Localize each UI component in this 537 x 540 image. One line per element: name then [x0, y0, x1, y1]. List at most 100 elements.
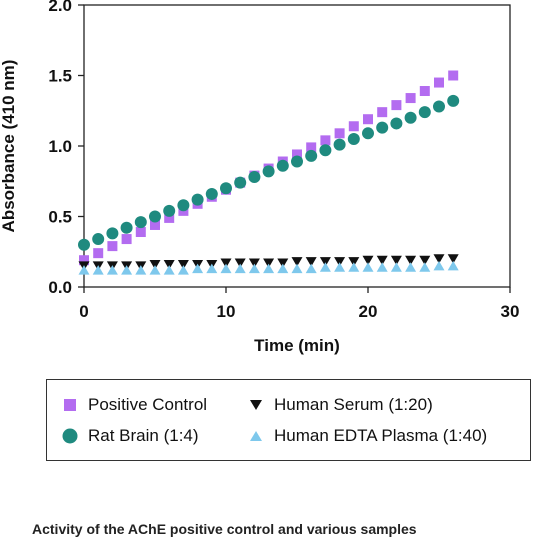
point-positive-control — [391, 100, 402, 111]
point-human-edta-plasma-1-40 — [177, 265, 189, 275]
legend-item-human-serum: Human Serum (1:20) — [247, 395, 433, 415]
point-human-edta-plasma-1-40 — [234, 263, 246, 274]
x-tick-label: 10 — [217, 302, 236, 321]
point-human-serum-1-20 — [305, 257, 317, 267]
point-positive-control — [150, 219, 160, 230]
legend-label: Rat Brain (1:4) — [88, 426, 199, 445]
point-human-edta-plasma-1-40 — [405, 262, 417, 272]
legend-item-positive-control: Positive Control — [61, 395, 207, 415]
point-human-edta-plasma-1-40 — [277, 263, 289, 274]
point-positive-control — [135, 227, 146, 238]
circle-marker-icon — [61, 427, 79, 445]
point-human-serum-1-20 — [334, 257, 346, 267]
point-human-serum-1-20 — [220, 258, 232, 269]
point-human-serum-1-20 — [163, 259, 175, 270]
point-human-serum-1-20 — [248, 258, 260, 269]
point-positive-control — [348, 121, 359, 132]
point-human-serum-1-20 — [390, 255, 402, 266]
point-rat-brain-1-4 — [319, 144, 332, 157]
figure-caption: Activity of the AChE positive control an… — [32, 521, 417, 537]
point-human-serum-1-20 — [376, 255, 388, 266]
point-human-edta-plasma-1-40 — [319, 262, 331, 272]
point-human-edta-plasma-1-40 — [206, 263, 218, 274]
point-human-edta-plasma-1-40 — [106, 265, 118, 275]
x-tick-label: 0 — [79, 302, 88, 321]
point-human-edta-plasma-1-40 — [334, 262, 346, 272]
point-human-edta-plasma-1-40 — [78, 265, 90, 275]
x-tick-label: 20 — [359, 302, 378, 321]
point-positive-control — [334, 128, 345, 139]
legend-label: Human Serum (1:20) — [274, 395, 433, 414]
point-rat-brain-1-4 — [262, 165, 275, 178]
point-human-serum-1-20 — [348, 257, 360, 267]
point-human-edta-plasma-1-40 — [135, 265, 147, 275]
point-rat-brain-1-4 — [390, 117, 403, 130]
point-human-edta-plasma-1-40 — [348, 262, 360, 272]
point-positive-control — [434, 77, 444, 88]
axis-ticks: 0.0 0.5 1.0 1.5 2.0 0 10 20 30 — [48, 0, 519, 321]
y-tick-label: 2.0 — [48, 0, 72, 15]
point-positive-control — [306, 142, 317, 153]
point-rat-brain-1-4 — [92, 233, 105, 246]
point-rat-brain-1-4 — [78, 238, 90, 251]
point-rat-brain-1-4 — [234, 176, 247, 189]
point-rat-brain-1-4 — [205, 187, 218, 200]
point-human-serum-1-20 — [419, 255, 431, 266]
point-positive-control — [107, 241, 118, 252]
point-human-serum-1-20 — [277, 258, 289, 269]
point-positive-control — [448, 70, 459, 81]
point-rat-brain-1-4 — [220, 182, 232, 195]
data-points — [78, 70, 460, 275]
point-human-edta-plasma-1-40 — [419, 262, 431, 272]
y-axis-title: Absorbance (410 nm) — [0, 60, 18, 233]
legend-item-rat-brain: Rat Brain (1:4) — [61, 426, 199, 446]
triangle-down-marker-icon — [247, 396, 265, 414]
point-human-edta-plasma-1-40 — [163, 265, 175, 275]
point-rat-brain-1-4 — [177, 199, 190, 212]
y-tick-label: 1.5 — [48, 67, 72, 86]
point-human-edta-plasma-1-40 — [149, 265, 161, 275]
y-tick-label: 0.5 — [48, 208, 72, 227]
point-human-edta-plasma-1-40 — [291, 263, 303, 274]
point-rat-brain-1-4 — [149, 210, 161, 223]
legend: Positive Control Rat Brain (1:4) Human S… — [46, 379, 531, 461]
chart: 0.0 0.5 1.0 1.5 2.0 0 10 20 30 Time (min) Absorb… — [0, 0, 519, 355]
point-human-serum-1-20 — [234, 258, 246, 269]
point-rat-brain-1-4 — [362, 127, 374, 140]
point-human-edta-plasma-1-40 — [220, 263, 232, 274]
point-positive-control — [93, 248, 104, 259]
point-rat-brain-1-4 — [291, 155, 303, 168]
x-tick-label: 30 — [501, 302, 520, 321]
point-human-edta-plasma-1-40 — [263, 263, 275, 274]
point-human-serum-1-20 — [433, 254, 445, 264]
point-human-edta-plasma-1-40 — [447, 260, 459, 271]
point-positive-control — [377, 107, 388, 118]
legend-item-human-edta-plasma: Human EDTA Plasma (1:40) — [247, 426, 487, 446]
point-rat-brain-1-4 — [248, 171, 261, 184]
point-human-serum-1-20 — [149, 259, 161, 270]
point-positive-control — [121, 234, 132, 245]
point-rat-brain-1-4 — [333, 138, 346, 151]
x-axis-title: Time (min) — [254, 336, 340, 355]
point-human-edta-plasma-1-40 — [433, 260, 445, 271]
point-human-serum-1-20 — [263, 258, 275, 269]
point-human-edta-plasma-1-40 — [376, 262, 388, 272]
point-rat-brain-1-4 — [347, 132, 360, 145]
point-human-edta-plasma-1-40 — [192, 263, 204, 274]
point-rat-brain-1-4 — [447, 94, 460, 107]
point-rat-brain-1-4 — [276, 159, 289, 172]
point-human-serum-1-20 — [362, 255, 374, 266]
legend-label: Human EDTA Plasma (1:40) — [274, 426, 488, 445]
y-tick-label: 0.0 — [48, 278, 72, 297]
point-human-edta-plasma-1-40 — [92, 265, 104, 275]
point-human-serum-1-20 — [319, 257, 331, 267]
point-human-serum-1-20 — [447, 254, 459, 264]
point-human-serum-1-20 — [177, 259, 189, 270]
point-rat-brain-1-4 — [433, 100, 445, 113]
point-positive-control — [79, 255, 89, 266]
square-marker-icon — [61, 396, 79, 414]
point-rat-brain-1-4 — [163, 204, 176, 217]
point-human-serum-1-20 — [405, 255, 417, 266]
point-human-edta-plasma-1-40 — [362, 262, 374, 272]
point-human-edta-plasma-1-40 — [390, 262, 402, 272]
